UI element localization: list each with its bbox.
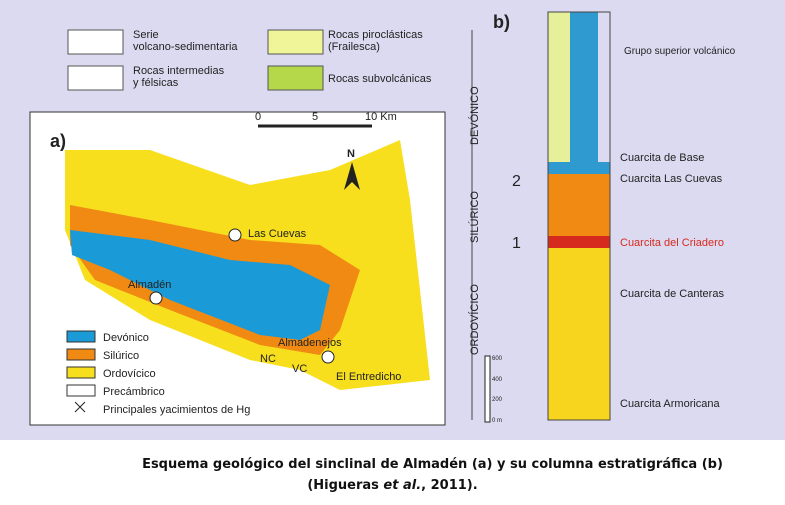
panel-label: a) bbox=[50, 131, 66, 151]
scale-label: 0 bbox=[255, 111, 261, 123]
legend-label: y félsicas bbox=[133, 77, 179, 89]
scale-label: 10 Km bbox=[365, 111, 397, 123]
level: 2 bbox=[512, 173, 521, 190]
scale-label: 0 m bbox=[492, 418, 502, 424]
map-legend: Devónico bbox=[103, 332, 149, 344]
map-legend: Principales yacimientos de Hg bbox=[103, 404, 250, 416]
place: El Entredicho bbox=[336, 371, 401, 383]
north-label: N bbox=[347, 148, 355, 160]
legend-label: Rocas intermedias bbox=[133, 65, 225, 77]
place: Almadenejos bbox=[278, 337, 342, 349]
unit-label: Cuarcita Las Cuevas bbox=[620, 173, 723, 185]
scale-label: 5 bbox=[312, 111, 318, 123]
place: NC bbox=[260, 353, 276, 365]
caption: Esquema geológico del sinclinal de Almad… bbox=[142, 457, 723, 472]
scale-label: 200 bbox=[492, 397, 503, 403]
legend-label: Serie bbox=[133, 29, 159, 41]
legend-label: (Frailesca) bbox=[328, 41, 380, 53]
map-legend: Ordovícico bbox=[103, 368, 156, 380]
caption: (Higueras et al., 2011). bbox=[0, 478, 785, 493]
unit-label: Cuarcita del Criadero bbox=[620, 237, 724, 249]
legend-label: volcano-sedimentaria bbox=[133, 41, 238, 53]
unit-label: Grupo superior volcánico bbox=[624, 46, 736, 57]
unit-label: Cuarcita de Base bbox=[620, 152, 704, 164]
caption-part: , 2011). bbox=[421, 478, 478, 493]
place: VC bbox=[292, 363, 307, 375]
period: DEVÓNICO bbox=[468, 86, 481, 145]
period: ORDOVÍCICO bbox=[468, 284, 481, 355]
unit-label: Cuarcita Armoricana bbox=[620, 398, 721, 410]
level: 1 bbox=[512, 235, 521, 252]
caption-part: et al. bbox=[383, 478, 422, 493]
caption-part: (Higueras bbox=[307, 478, 384, 493]
legend-label: Rocas subvolcánicas bbox=[328, 73, 432, 85]
scale-label: 400 bbox=[492, 377, 503, 383]
place: Las Cuevas bbox=[248, 228, 307, 240]
place: Almadén bbox=[128, 279, 171, 291]
period: SILÚRICO bbox=[468, 191, 481, 243]
figure: Serie volcano-sedimentaria Rocas interme… bbox=[0, 0, 785, 440]
map-legend: Silúrico bbox=[103, 350, 139, 362]
unit-label: Cuarcita de Canteras bbox=[620, 288, 724, 300]
map-legend: Precámbrico bbox=[103, 386, 165, 398]
panel-label: b) bbox=[493, 12, 510, 32]
scale-label: 600 bbox=[492, 356, 503, 362]
legend-label: Rocas piroclásticas bbox=[328, 29, 423, 41]
